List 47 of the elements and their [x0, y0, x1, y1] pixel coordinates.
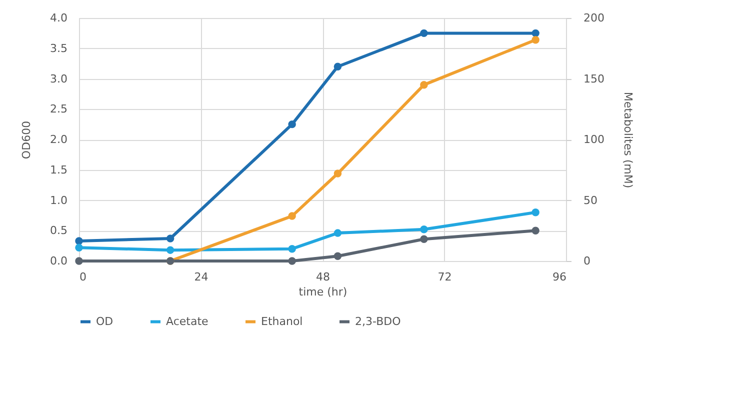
legend-label: Acetate	[166, 314, 209, 328]
x-tick-label: 72	[438, 270, 452, 284]
point	[288, 244, 296, 253]
point	[420, 80, 428, 89]
point	[420, 29, 428, 38]
point	[334, 229, 342, 237]
y2-tick-label: 100	[584, 133, 604, 146]
point	[334, 62, 342, 70]
x-tick-label: 24	[194, 270, 208, 284]
point	[532, 29, 540, 38]
y-tick-label: 1.5	[50, 163, 68, 176]
point	[166, 246, 174, 254]
x-tick-label: 48	[316, 270, 330, 284]
y2-tick-label: 150	[584, 72, 604, 86]
y-tick-label: 2.5	[50, 102, 68, 116]
point	[166, 234, 174, 242]
y-tick-label: 1.0	[50, 194, 68, 207]
point	[420, 235, 428, 243]
point	[288, 212, 296, 220]
point	[334, 170, 342, 178]
point	[288, 257, 296, 265]
legend-label: OD	[96, 314, 114, 328]
legend-label: 2,3-BDO	[355, 314, 402, 328]
y-tick-label: 3.0	[50, 72, 68, 86]
y-axis-title: OD600	[20, 120, 34, 160]
y2-tick-label: 200	[584, 12, 604, 24]
x-tick-label: 0	[80, 270, 86, 284]
y2-tick-label: 50	[584, 194, 598, 207]
y2-tick-label: 0	[584, 254, 590, 268]
point	[75, 237, 83, 245]
y-tick-label: 3.5	[50, 42, 68, 55]
point	[532, 36, 540, 44]
point	[334, 252, 342, 260]
point	[532, 226, 540, 234]
point	[532, 208, 540, 216]
y2-axis-title: Metabolites (mM)	[621, 92, 634, 188]
y-tick-label: 2.0	[50, 133, 68, 146]
point	[75, 257, 83, 265]
y-tick-label: 0.5	[50, 224, 68, 238]
legend-label: Ethanol	[261, 314, 303, 328]
point	[75, 244, 83, 252]
x-axis-title: time (hr)	[298, 286, 348, 298]
point	[288, 120, 296, 128]
y-tick-label: 4.0	[50, 12, 68, 24]
y-tick-label: 0.0	[50, 254, 68, 268]
point	[420, 226, 428, 234]
x-tick-label: 96	[552, 270, 566, 284]
